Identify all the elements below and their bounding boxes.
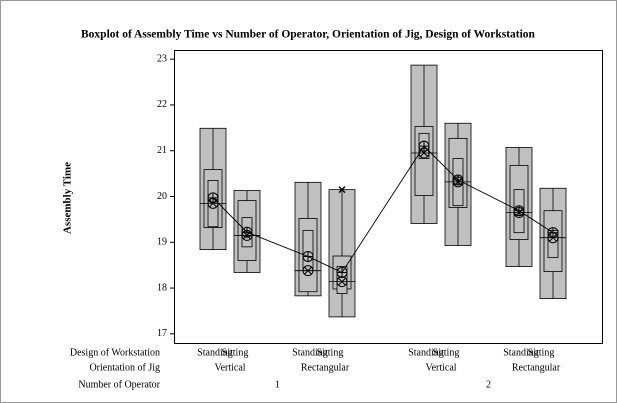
y-tick-label: 22 (157, 99, 167, 110)
y-tick-label: 19 (157, 237, 167, 248)
mean-line (212, 145, 554, 274)
factor-level: Standing (292, 347, 328, 358)
y-tick-label: 20 (157, 191, 167, 202)
factor-level: Sitting (222, 347, 249, 358)
factor-name: Orientation of Jig (89, 362, 160, 373)
outlier (338, 186, 346, 194)
median-symbol-stroke (338, 277, 346, 286)
factor-level: Rectangular (301, 362, 350, 373)
factor-level: Vertical (425, 362, 456, 373)
y-tick-label: 23 (157, 53, 167, 64)
factor-level: Standing (197, 347, 233, 358)
factor-level: Standing (408, 347, 444, 358)
median-symbol-stroke (304, 266, 312, 275)
outlier-stroke (338, 186, 346, 194)
factor-level: Sitting (317, 347, 344, 358)
chart-title: Boxplot of Assembly Time vs Number of Op… (81, 29, 536, 41)
factor-level: 2 (486, 379, 491, 390)
factor-name: Design of Workstation (70, 347, 160, 358)
factor-level: Sitting (528, 347, 555, 358)
median-symbol-circle (302, 265, 314, 277)
y-tick-label: 18 (157, 282, 167, 293)
ci-box (302, 229, 314, 272)
factor-level: Sitting (433, 347, 460, 358)
factor-level: Rectangular (512, 362, 561, 373)
factor-level: 1 (275, 379, 280, 390)
factor-level: Standing (503, 347, 539, 358)
factor-name: Number of Operator (78, 379, 160, 390)
median-symbol (302, 265, 314, 277)
factor-level: Vertical (214, 362, 245, 373)
y-tick-label: 21 (157, 145, 167, 156)
plot-frame (174, 50, 603, 344)
y-tick-label: 17 (157, 328, 167, 339)
y-axis-label: Assembly Time (62, 162, 74, 234)
